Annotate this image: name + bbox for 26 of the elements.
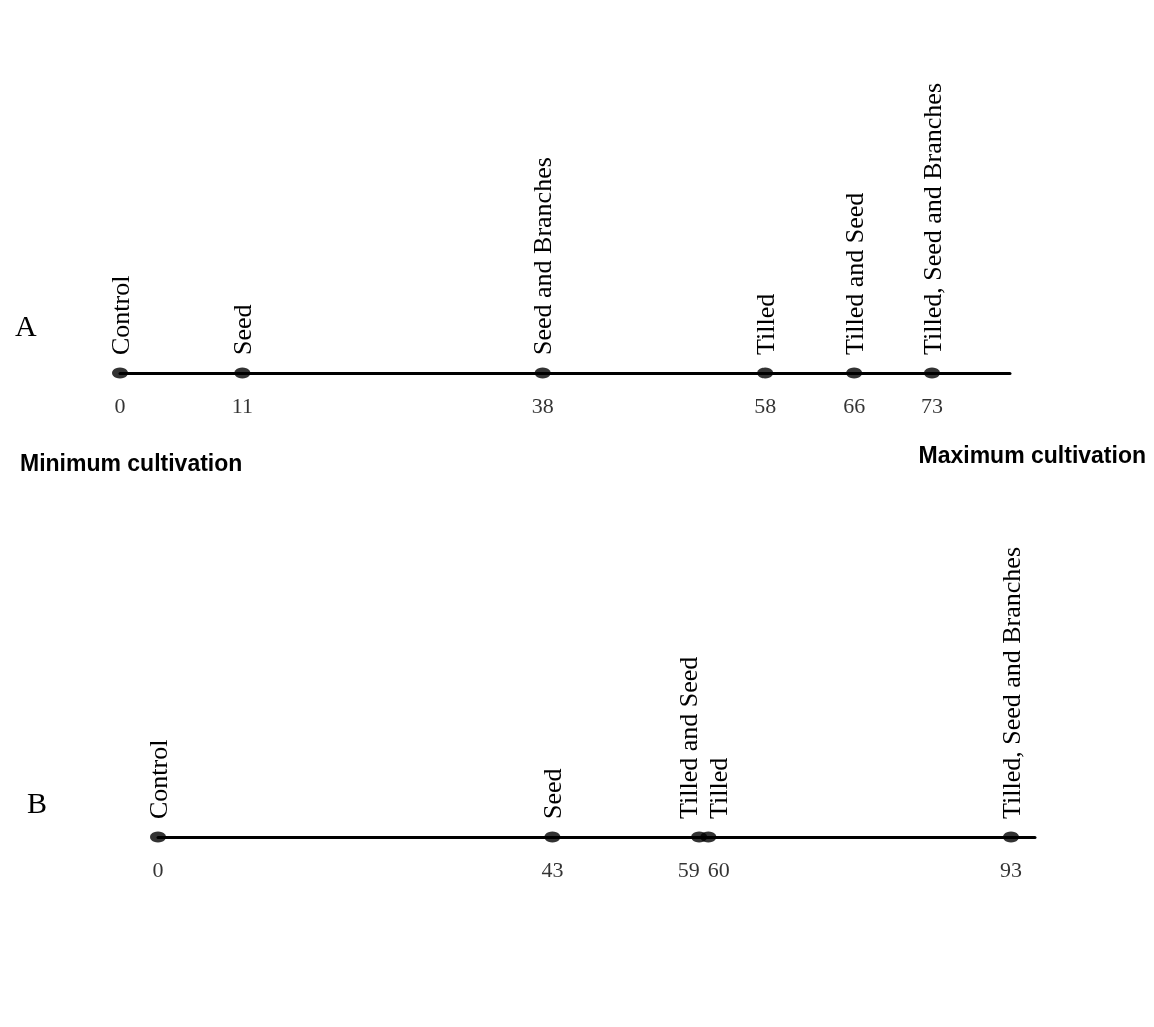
data-label: 60 [707,857,730,882]
category-label: Tilled [750,293,780,355]
category-label: Tilled and Seed [839,192,869,355]
category-label: Control [143,739,173,819]
data-label: 66 [843,393,866,418]
text: Maximum cultivation [918,441,1146,468]
data-label: 93 [1000,857,1022,882]
category-label: Tilled [704,757,734,819]
data-label: 43 [541,857,564,882]
text: Minimum cultivation [20,449,243,476]
category-label: Seed and Branches [528,157,558,355]
category-label: Seed [227,304,257,355]
category-label: Tilled, Seed and Branches [917,83,947,355]
data-label: 0 [114,393,126,418]
data-label: 0 [152,857,164,882]
data-label: 59 [677,857,700,882]
data-label: 38 [531,393,554,418]
data-label: 58 [754,393,777,418]
data-label: 73 [921,393,943,418]
category-label: Control [105,275,135,355]
text: B [27,785,48,819]
category-label: Tilled and Seed [674,656,704,819]
text: A [15,308,37,342]
category-label: Tilled, Seed and Branches [996,547,1026,819]
category-label: Seed [537,768,567,819]
data-label: 11 [231,393,253,418]
